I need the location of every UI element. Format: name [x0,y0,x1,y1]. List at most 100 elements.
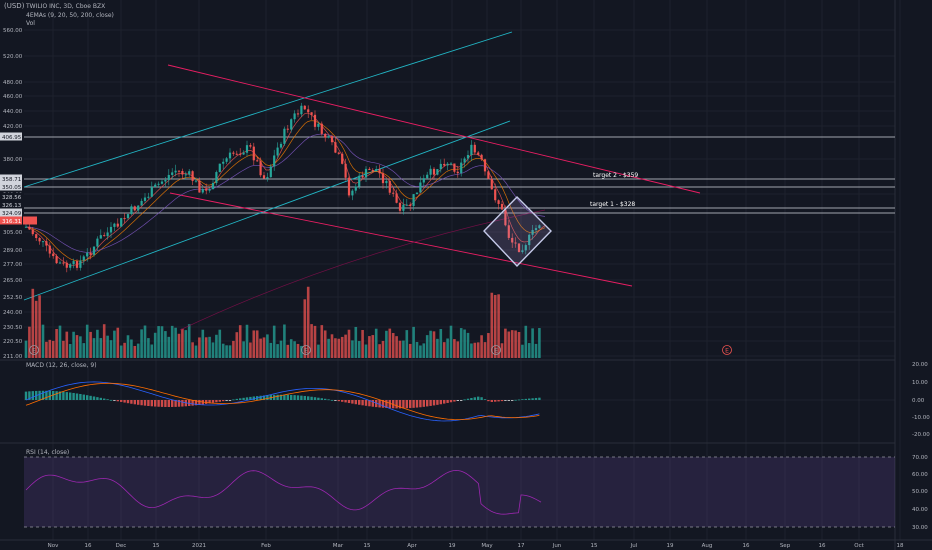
candle-body [140,200,143,206]
macd-histogram-bar [290,394,293,400]
volume-bar [361,329,364,358]
macd-histogram-bar [368,400,371,407]
volume-bar [232,340,235,358]
time-tick-label: Oct [854,543,864,549]
macd-histogram-bar [460,400,463,401]
time-tick-label: 16 [85,543,92,549]
macd-histogram-bar [388,400,391,409]
macd-histogram-bar [293,395,296,400]
volume-bar [507,331,511,358]
macd-histogram-bar [375,400,378,408]
candle-body [256,160,259,162]
macd-pane[interactable] [24,381,895,422]
horizontal-levels[interactable] [24,136,895,214]
candle-body [368,168,371,170]
candle-body [262,175,266,179]
price-tick-label: 520.00 [3,54,23,60]
volume-bar [147,338,150,358]
price-axis[interactable]: 560.00 520.00 480.00 460.00 440.00 420.00 380.… [3,28,23,360]
volume-bar [31,288,35,358]
ema-indicator-label[interactable]: 4EMAs (9, 20, 50, 200, close) [26,12,114,19]
candlesticks[interactable] [24,102,541,273]
macd-histogram-bar [381,400,385,408]
macd-tick-label: -10.00 [912,415,930,421]
candle-body [41,241,45,243]
rsi-tick-label: 50.00 [912,489,928,495]
macd-histogram-bar [198,400,201,405]
candle-body [538,225,541,229]
macd-histogram-bar [86,395,89,400]
candle-body [409,204,412,206]
volume-bar [374,328,378,358]
macd-histogram-bar [538,397,541,400]
time-tick-label: Jul [630,543,638,549]
macd-histogram-bar [120,400,123,402]
macd-histogram-bar [310,396,313,400]
rsi-axis[interactable]: 70.00 60.00 50.00 40.00 30.00 [912,455,928,531]
time-axis[interactable]: Nov 16 Dec 15 2021 Feb Mar 15 Apr 19 May 17 Jun 15 Jul… [0,539,932,549]
price-tick-label: 289.00 [3,248,23,254]
candle-body [143,197,147,201]
earnings-icon-upcoming [722,345,732,355]
volume-indicator-label[interactable]: Vol [26,20,35,27]
volume-bar [310,324,313,358]
candle-body [361,175,364,178]
rsi-pane[interactable] [25,469,542,515]
macd-histogram-bar [307,396,310,400]
macd-histogram-bar [313,397,317,400]
rsi-tick-label: 40.00 [912,507,928,513]
time-tick-label: 15 [591,543,598,549]
macd-histogram-bar [123,400,126,403]
svg-text:E: E [494,348,498,355]
macd-histogram-bar [358,400,361,405]
volume-bar [415,341,419,358]
macd-histogram-bar [487,400,490,402]
macd-histogram-bar [429,400,432,406]
macd-histogram-bar [443,400,446,404]
diamond-pattern[interactable] [483,196,552,268]
candle-body [330,136,334,143]
volume-bar [456,341,460,358]
macd-histogram-bar [477,396,480,400]
macd-histogram-bar [252,396,255,400]
candle-body [92,246,96,255]
candle-body [436,169,439,175]
macd-histogram-bar [191,400,194,406]
volume-bar [473,342,477,358]
price-tick-label: 480.00 [3,80,23,86]
candle-body [290,119,293,130]
volume-bar [463,329,466,358]
macd-histogram-bar [177,400,181,407]
trend-channels[interactable] [23,31,701,301]
macd-histogram-bar [415,400,419,408]
price-tick-label: 220.50 [3,339,23,345]
time-tick-label: Nov [48,543,59,549]
macd-histogram-bar [402,400,405,409]
macd-histogram-bar [249,396,252,400]
candle-body [283,128,286,144]
macd-histogram-bar [62,391,65,400]
macd-histogram-bar [483,399,487,400]
candle-body [235,153,238,155]
earnings-markers[interactable]: E E E E [29,345,732,355]
macd-histogram-bar [354,400,357,405]
symbol-title[interactable]: TWILIO INC, 3D, Cboe BZX [26,3,106,10]
macd-histogram-bar [500,400,504,402]
macd-histogram-bar [324,398,327,400]
macd-histogram-bar [211,400,215,403]
volume-bar [235,332,239,358]
volume-bar [351,340,354,358]
macd-axis[interactable]: 20.00 10.00 0.00 -10.00 -20.00 [912,362,930,438]
candle-body [419,182,422,193]
candle-body [82,256,85,261]
time-tick-label: Jun [552,543,562,549]
candle-body [89,252,92,255]
macd-histogram-bar [262,395,266,400]
macd-histogram-bar [534,397,538,400]
candle-body [188,171,191,175]
candle-body [205,189,208,191]
macd-histogram-bar [55,391,58,400]
volume-tag [23,216,37,225]
candle-body [133,206,136,211]
